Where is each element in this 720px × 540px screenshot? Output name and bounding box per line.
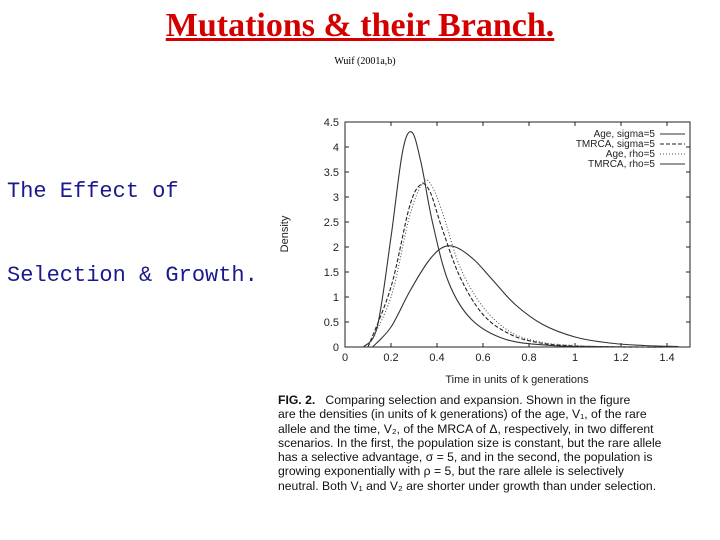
caption-line-7: neutral. Both V₁ and V₂ are shorter unde…: [278, 478, 657, 493]
caption-line-3: allele and the time, V₂, of the MRCA of …: [278, 421, 654, 436]
caption-line-1: FIG. 2. Comparing selection and expansio…: [278, 393, 698, 407]
legend-label: Age, rho=5: [606, 149, 656, 160]
x-tick-label: 0.8: [521, 352, 536, 364]
x-tick-label: 0.6: [475, 352, 490, 364]
y-axis-label: Density: [279, 215, 291, 252]
y-axis-ticks: 0 0.5 1 1.5 2 2.5 3 3.5 4 4.5: [324, 117, 690, 354]
y-tick-label: 2: [333, 242, 339, 254]
caption-line-4: scenarios. In the first, the population …: [278, 435, 662, 450]
slide-title: Mutations & their Branch.: [165, 7, 555, 44]
x-tick-label: 1: [572, 352, 578, 364]
caption-head: FIG. 2.: [278, 393, 316, 407]
y-tick-label: 1.5: [324, 267, 339, 279]
x-axis-ticks: 0 0.2 0.4 0.6 0.8 1 1.2 1.4: [342, 122, 675, 364]
series-line-4: [372, 245, 679, 348]
series-line-2: [367, 183, 668, 348]
x-tick-label: 1.2: [613, 352, 628, 364]
y-tick-label: 2.5: [324, 217, 339, 229]
x-axis-label: Time in units of k generations: [445, 374, 589, 386]
side-text: The Effect of Selection & Growth.: [7, 122, 258, 318]
y-tick-label: 4.5: [324, 117, 339, 129]
x-tick-label: 0.4: [429, 352, 444, 364]
density-chart: 0 0.5 1 1.5 2 2.5 3 3.5 4 4.5 0 0.2 0.4 0.6 0.8 1 1.2 1.…: [279, 117, 691, 386]
y-tick-label: 3.5: [324, 167, 339, 179]
legend-label: Age, sigma=5: [594, 129, 656, 140]
y-tick-label: 3: [333, 192, 339, 204]
side-text-line-2: Selection & Growth.: [7, 263, 258, 288]
legend-label: TMRCA, sigma=5: [576, 139, 656, 150]
x-tick-label: 1.4: [659, 352, 674, 364]
legend-label: TMRCA, rho=5: [588, 159, 655, 170]
caption-line-2: are the densities (in units of k generat…: [278, 407, 647, 422]
series-line-3: [367, 179, 668, 348]
figure-caption: FIG. 2. Comparing selection and expansio…: [278, 393, 698, 493]
citation: Wuif (2001a,b): [334, 56, 396, 67]
y-tick-label: 4: [333, 142, 339, 154]
plot-frame: [344, 121, 691, 348]
y-tick-label: 0.5: [324, 317, 339, 329]
y-tick-label: 1: [333, 292, 339, 304]
caption-line-6: growing exponentially with ρ = 5, but th…: [278, 464, 624, 479]
series-lines: [362, 131, 679, 348]
y-tick-label: 0: [333, 342, 339, 354]
side-text-line-1: The Effect of: [7, 179, 179, 204]
x-tick-label: 0.2: [383, 352, 398, 364]
caption-line-5: has a selective advantage, σ = 5, and in…: [278, 450, 653, 465]
caption-line-text: Comparing selection and expansion. Shown…: [325, 393, 631, 407]
x-tick-label: 0: [342, 352, 348, 364]
